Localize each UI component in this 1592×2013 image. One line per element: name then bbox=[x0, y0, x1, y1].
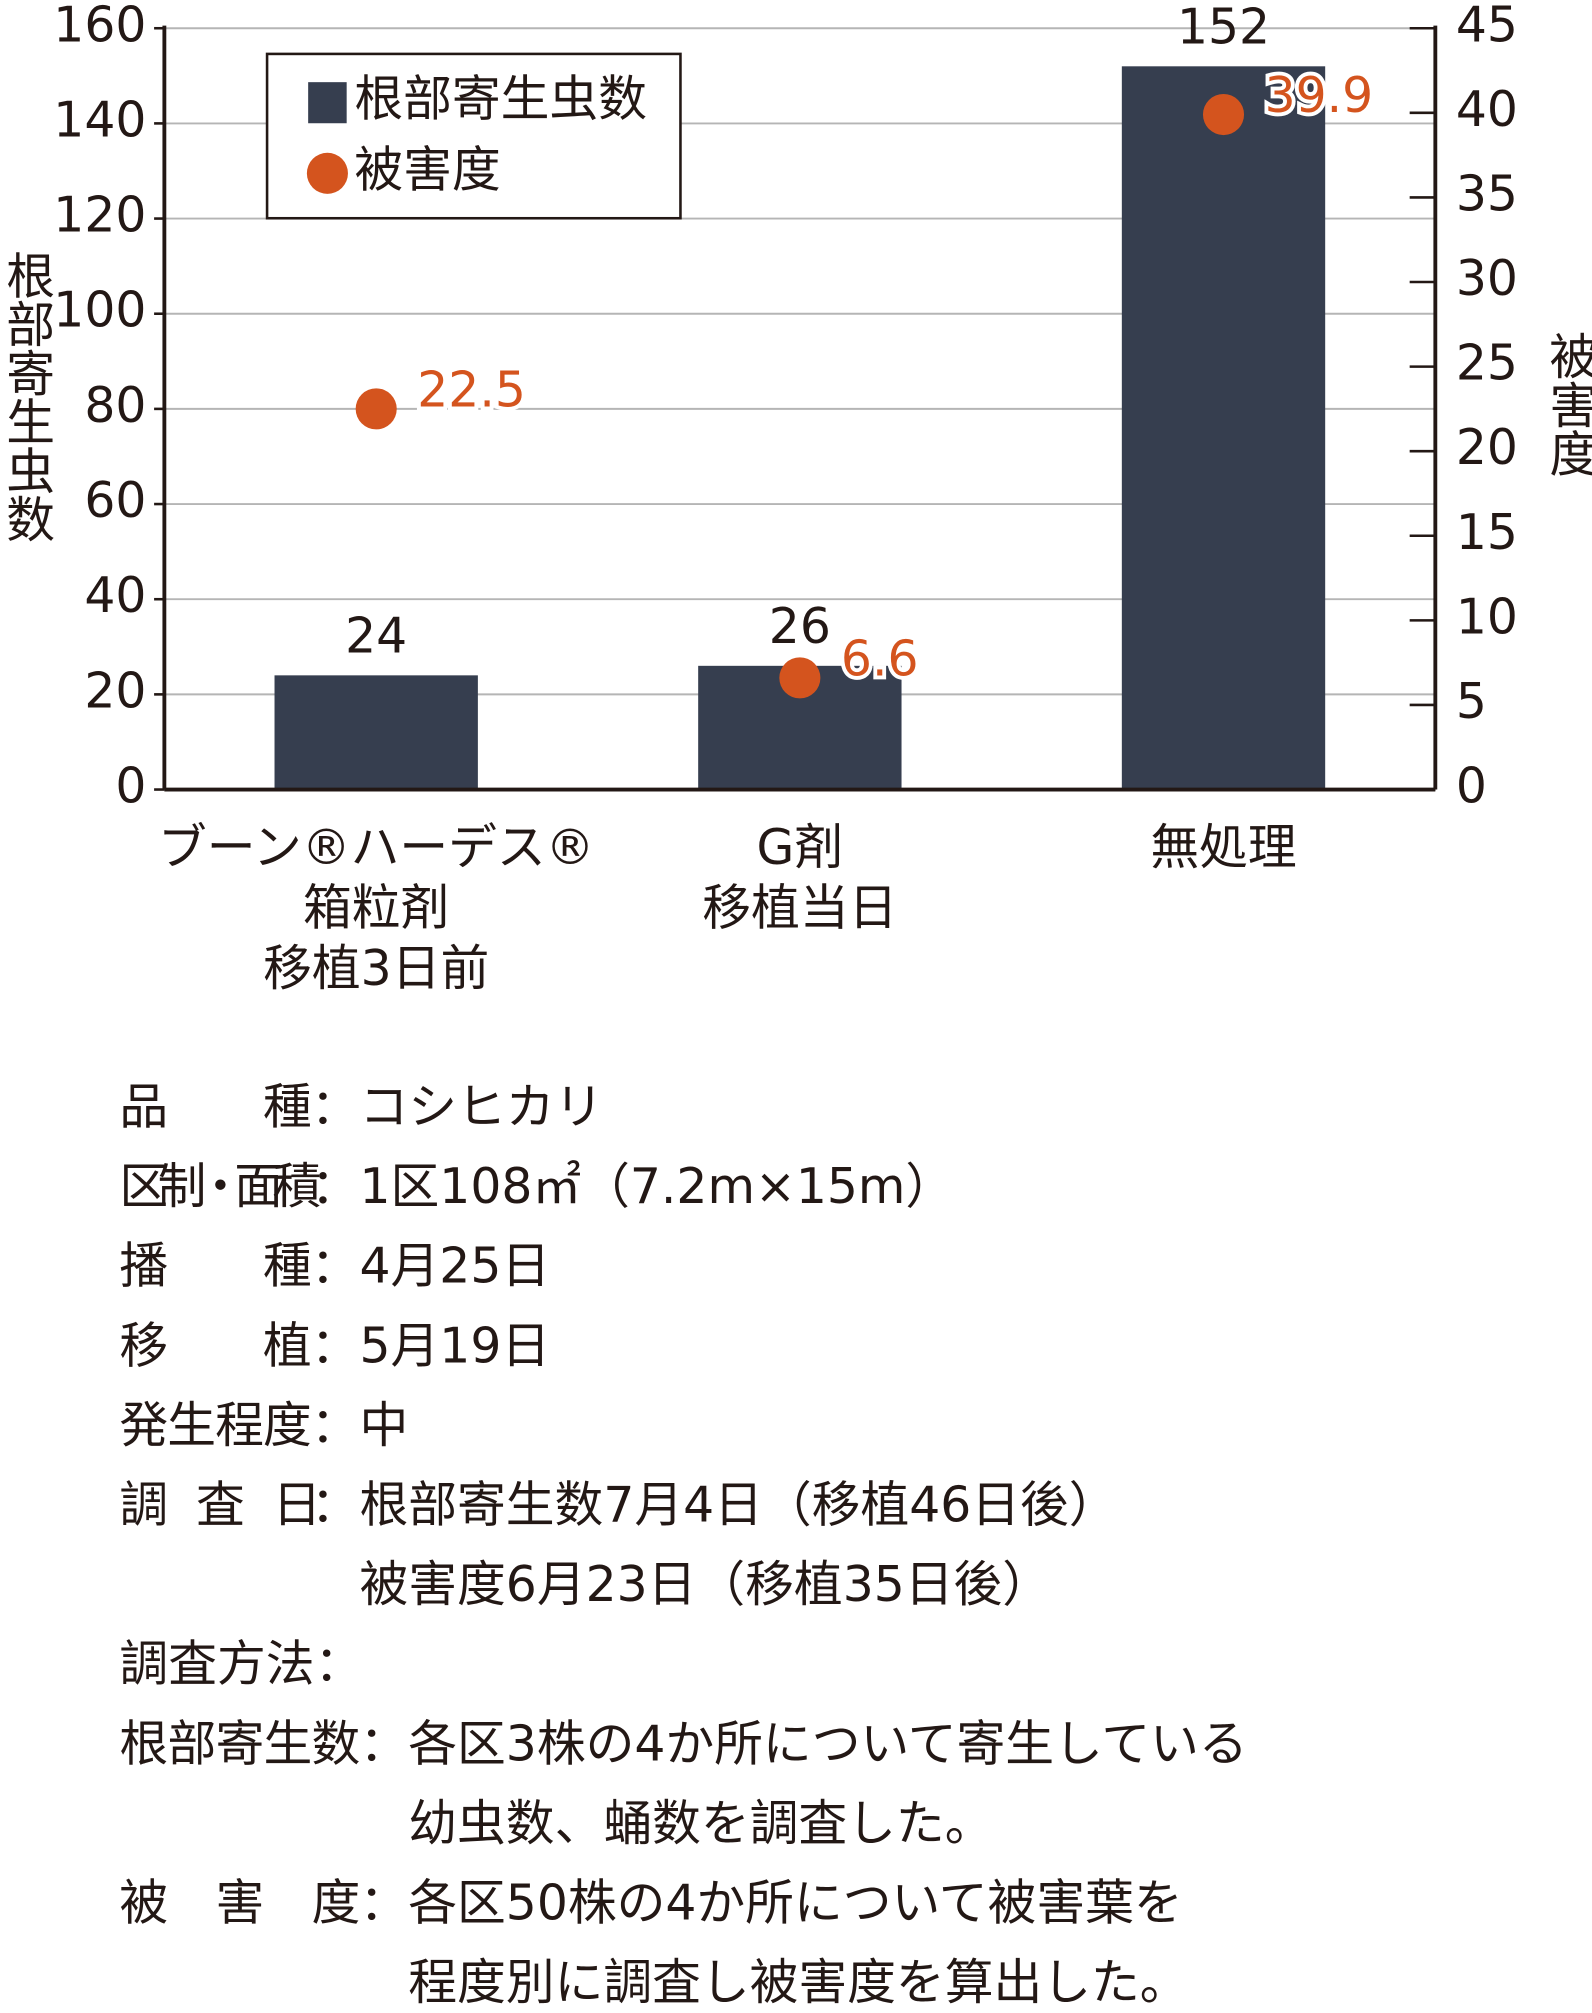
y2-tick-label: 30 bbox=[1456, 250, 1518, 307]
y-tick-label: 0 bbox=[115, 758, 146, 815]
legend-label: 被害度 bbox=[354, 141, 500, 198]
bar-value-label: 24 bbox=[345, 607, 407, 664]
y2-tick-label: 40 bbox=[1456, 81, 1518, 138]
point-value-label: 22.5 bbox=[417, 361, 526, 418]
y2-tick-label: 5 bbox=[1456, 673, 1487, 730]
note-text: 各区50株の4か所について被害葉を bbox=[408, 1874, 1182, 1931]
y2-tick-label: 20 bbox=[1456, 419, 1518, 476]
x-tick-label: 箱粒剤 bbox=[303, 879, 449, 936]
y2-tick-label: 0 bbox=[1456, 758, 1487, 815]
y2-tick-label: 15 bbox=[1456, 504, 1518, 561]
note-label: 発生程度： bbox=[119, 1397, 359, 1454]
y-tick-label: 120 bbox=[53, 187, 146, 244]
damage-point bbox=[779, 657, 821, 699]
note-label: 区制・面積： bbox=[119, 1158, 359, 1215]
y-tick-label: 160 bbox=[53, 0, 146, 53]
y-tick-label: 60 bbox=[84, 472, 146, 529]
bar-value-label: 26 bbox=[769, 598, 831, 655]
damage-point bbox=[355, 388, 397, 430]
y2-tick-label: 35 bbox=[1456, 165, 1518, 222]
point-value-label: 6.6 bbox=[841, 630, 919, 687]
note-label: 品 種： bbox=[119, 1078, 359, 1135]
y-tick-label: 100 bbox=[53, 282, 146, 339]
legend-swatch bbox=[306, 152, 348, 194]
y-axis-title: 根部寄生虫数 bbox=[0, 250, 55, 543]
bar bbox=[1121, 66, 1326, 790]
x-tick-label: 移植当日 bbox=[702, 879, 897, 936]
note-label: 播 種： bbox=[119, 1238, 359, 1295]
y-tick-label: 40 bbox=[84, 567, 146, 624]
x-tick-label: 無処理 bbox=[1150, 819, 1296, 876]
note-label: 移 植： bbox=[119, 1317, 359, 1374]
note-text: 幼虫数、蛹数を調査した。 bbox=[408, 1795, 993, 1852]
bar-value-label: 152 bbox=[1177, 0, 1270, 55]
y-tick-label: 80 bbox=[84, 377, 146, 434]
note-text: 中 bbox=[360, 1397, 409, 1454]
note-text: 1区108㎡（7.2m×15m） bbox=[360, 1158, 955, 1215]
x-tick-label: 移植3日前 bbox=[263, 940, 489, 997]
note-label: 調査方法： bbox=[119, 1636, 363, 1693]
bar bbox=[274, 675, 478, 790]
note-text: コシヒカリ bbox=[360, 1078, 604, 1135]
note-text: 5月19日 bbox=[360, 1317, 551, 1374]
note-text: 被害度6月23日（移植35日後） bbox=[360, 1556, 1052, 1613]
y-tick-label: 140 bbox=[53, 91, 146, 148]
note-text: 各区3株の4か所について寄生している bbox=[408, 1715, 1247, 1772]
note-text: 程度別に調査し被害度を算出した。 bbox=[408, 1954, 1188, 2011]
y2-tick-label: 45 bbox=[1456, 0, 1518, 53]
note-text: 根部寄生数7月4日（移植46日後） bbox=[360, 1476, 1118, 1533]
legend-swatch bbox=[308, 82, 347, 124]
y2-tick-label: 25 bbox=[1456, 335, 1518, 392]
note-label: 被 害 度： bbox=[119, 1874, 408, 1931]
legend-label: 根部寄生虫数 bbox=[354, 71, 647, 128]
x-tick-label: ブーン®ハーデス® bbox=[158, 819, 594, 876]
y2-tick-label: 10 bbox=[1456, 588, 1518, 645]
note-label: 調 査 日： bbox=[119, 1476, 359, 1533]
damage-point bbox=[1202, 93, 1245, 136]
y-tick-label: 20 bbox=[84, 662, 146, 719]
note-text: 4月25日 bbox=[360, 1238, 551, 1295]
y2-axis-title: 被害度 bbox=[1541, 331, 1592, 477]
x-tick-label: G剤 bbox=[757, 819, 844, 876]
note-label: 根部寄生数： bbox=[119, 1715, 408, 1772]
point-value-label: 39.9 bbox=[1265, 67, 1374, 124]
